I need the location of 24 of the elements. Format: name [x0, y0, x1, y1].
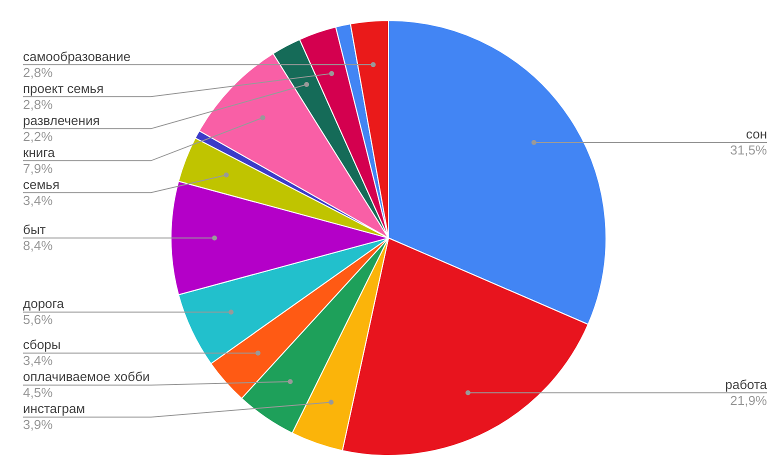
- slice-label: семья: [23, 176, 60, 192]
- data-label: 2,2%: [23, 128, 54, 144]
- slice-label: сон: [746, 126, 767, 142]
- slice-label: книга: [23, 144, 56, 160]
- slice-label: самообразование: [23, 48, 131, 64]
- slice-label: дорога: [23, 296, 65, 312]
- data-label: 21,9%: [730, 392, 768, 408]
- data-label: 3,4%: [23, 192, 54, 208]
- data-label: 31,5%: [730, 142, 768, 158]
- data-label: 2,8%: [23, 96, 54, 112]
- data-label: 8,4%: [23, 238, 54, 254]
- data-label: 2,8%: [23, 64, 54, 80]
- slice-label: оплачиваемое хобби: [23, 369, 150, 384]
- slice-label: сборы: [23, 337, 61, 352]
- slice-label: развлечения: [23, 112, 100, 128]
- slice-label: инстаграм: [23, 401, 86, 416]
- data-label: 3,9%: [23, 417, 54, 432]
- data-label: 3,4%: [23, 353, 54, 368]
- slice-label: работа: [725, 376, 768, 392]
- data-label: 4,5%: [23, 385, 54, 400]
- slice-label: проект семья: [23, 80, 104, 96]
- data-label: 5,6%: [23, 312, 54, 328]
- slice-label: быт: [23, 222, 46, 238]
- data-label: 7,9%: [23, 160, 54, 176]
